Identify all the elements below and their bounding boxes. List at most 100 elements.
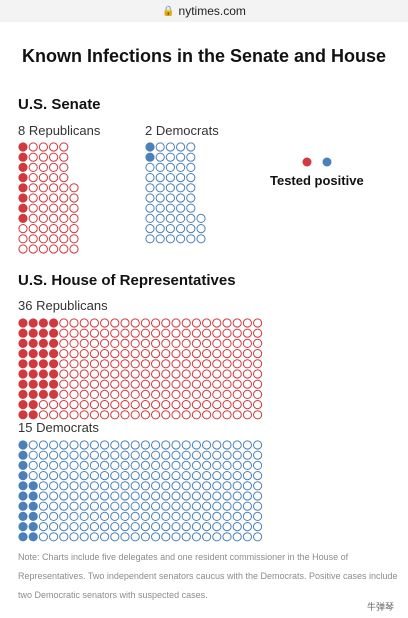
- member-dot: [212, 481, 222, 491]
- member-dot: [222, 318, 232, 328]
- member-dot: [242, 400, 252, 410]
- member-dot: [38, 522, 48, 532]
- member-dot: [212, 460, 222, 470]
- member-dot: [151, 389, 161, 400]
- member-dot: [222, 379, 232, 389]
- member-dot: [242, 369, 252, 379]
- member-dot: [59, 213, 69, 224]
- member-dot: [242, 328, 252, 338]
- member-dot: [181, 440, 191, 450]
- member-positive-dot: [38, 328, 48, 338]
- member-dot: [232, 481, 242, 491]
- member-dot: [202, 511, 212, 522]
- member-positive-dot: [38, 318, 48, 328]
- member-dot: [232, 379, 242, 389]
- member-dot: [181, 450, 191, 460]
- member-dot: [120, 440, 130, 450]
- member-positive-dot: [28, 328, 38, 338]
- member-positive-dot: [18, 470, 28, 481]
- member-dot: [38, 511, 48, 522]
- member-dot: [212, 410, 222, 420]
- member-dot: [69, 450, 79, 460]
- member-dot: [89, 359, 100, 369]
- member-dot: [140, 532, 151, 542]
- member-dot: [171, 400, 181, 410]
- member-dot: [181, 532, 191, 542]
- house-republicans-waffle: [18, 318, 263, 420]
- member-dot: [48, 183, 59, 193]
- member-dot: [222, 400, 232, 410]
- member-dot: [232, 532, 242, 542]
- member-dot: [202, 328, 212, 338]
- member-positive-dot: [28, 389, 38, 400]
- member-dot: [181, 318, 191, 328]
- member-dot: [222, 410, 232, 420]
- member-dot: [253, 440, 263, 450]
- member-positive-dot: [18, 183, 28, 193]
- member-dot: [69, 511, 79, 522]
- member-dot: [69, 440, 79, 450]
- member-dot: [79, 338, 89, 348]
- member-dot: [222, 460, 232, 470]
- member-dot: [110, 400, 120, 410]
- member-dot: [48, 501, 59, 511]
- member-dot: [59, 348, 69, 359]
- member-dot: [38, 410, 48, 420]
- member-dot: [130, 410, 140, 420]
- member-dot: [232, 400, 242, 410]
- member-dot: [100, 481, 110, 491]
- member-dot: [242, 470, 252, 481]
- member-positive-dot: [18, 142, 28, 152]
- member-dot: [171, 440, 181, 450]
- member-dot: [48, 142, 59, 152]
- member-dot: [202, 338, 212, 348]
- member-dot: [165, 152, 175, 162]
- member-dot: [89, 348, 100, 359]
- member-dot: [145, 162, 155, 172]
- member-dot: [100, 491, 110, 501]
- member-dot: [171, 379, 181, 389]
- member-dot: [196, 234, 206, 244]
- member-dot: [191, 389, 201, 400]
- member-dot: [242, 481, 252, 491]
- member-dot: [59, 450, 69, 460]
- member-dot: [79, 359, 89, 369]
- member-dot: [59, 481, 69, 491]
- member-dot: [145, 172, 155, 183]
- browser-url-bar[interactable]: 🔒 nytimes.com: [0, 0, 408, 22]
- member-dot: [130, 501, 140, 511]
- member-dot: [110, 450, 120, 460]
- watermark: 牛弹琴: [366, 602, 394, 612]
- member-dot: [130, 338, 140, 348]
- member-dot: [59, 162, 69, 172]
- member-dot: [120, 470, 130, 481]
- member-positive-dot: [48, 369, 59, 379]
- member-dot: [120, 501, 130, 511]
- member-positive-dot: [28, 491, 38, 501]
- member-dot: [242, 379, 252, 389]
- member-dot: [120, 400, 130, 410]
- member-dot: [69, 193, 79, 203]
- member-dot: [100, 511, 110, 522]
- member-positive-dot: [18, 193, 28, 203]
- member-dot: [253, 491, 263, 501]
- member-dot: [165, 224, 175, 234]
- member-dot: [171, 522, 181, 532]
- legend-label: Tested positive: [270, 173, 364, 188]
- member-dot: [161, 470, 171, 481]
- member-dot: [48, 162, 59, 172]
- member-dot: [130, 522, 140, 532]
- member-dot: [100, 501, 110, 511]
- member-dot: [79, 511, 89, 522]
- member-dot: [191, 369, 201, 379]
- member-dot: [120, 491, 130, 501]
- member-dot: [28, 244, 38, 254]
- member-dot: [186, 224, 196, 234]
- member-dot: [59, 440, 69, 450]
- member-dot: [100, 318, 110, 328]
- member-dot: [79, 400, 89, 410]
- member-positive-dot: [18, 203, 28, 213]
- member-dot: [232, 369, 242, 379]
- member-positive-dot: [48, 338, 59, 348]
- member-dot: [186, 172, 196, 183]
